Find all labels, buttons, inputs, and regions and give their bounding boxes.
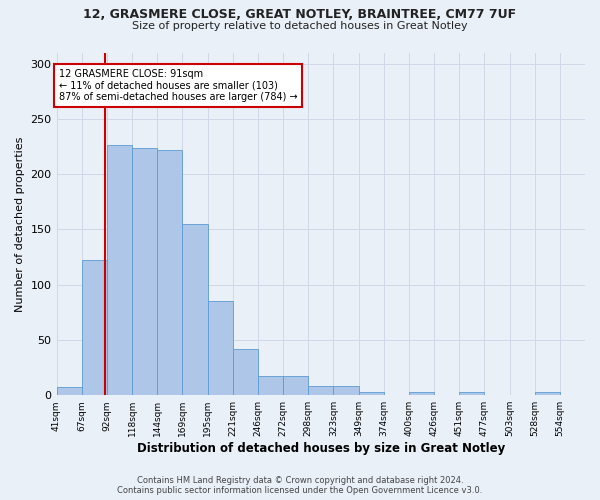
X-axis label: Distribution of detached houses by size in Great Notley: Distribution of detached houses by size … [137, 442, 505, 455]
Bar [82, 260, 107, 395]
Bar [334, 386, 359, 395]
Bar [258, 376, 283, 395]
Bar [283, 376, 308, 395]
Bar [56, 388, 82, 395]
Bar [308, 386, 334, 395]
Bar [409, 392, 434, 395]
Text: Size of property relative to detached houses in Great Notley: Size of property relative to detached ho… [132, 21, 468, 31]
Bar [208, 301, 233, 395]
Bar [233, 349, 258, 395]
Bar [157, 150, 182, 395]
Bar [182, 224, 208, 395]
Text: 12, GRASMERE CLOSE, GREAT NOTLEY, BRAINTREE, CM77 7UF: 12, GRASMERE CLOSE, GREAT NOTLEY, BRAINT… [83, 8, 517, 20]
Bar [107, 146, 132, 395]
Bar [132, 148, 157, 395]
Text: 12 GRASMERE CLOSE: 91sqm
← 11% of detached houses are smaller (103)
87% of semi-: 12 GRASMERE CLOSE: 91sqm ← 11% of detach… [59, 69, 297, 102]
Y-axis label: Number of detached properties: Number of detached properties [15, 136, 25, 312]
Bar [459, 392, 484, 395]
Bar [535, 392, 560, 395]
Text: Contains HM Land Registry data © Crown copyright and database right 2024.
Contai: Contains HM Land Registry data © Crown c… [118, 476, 482, 495]
Bar [359, 392, 383, 395]
